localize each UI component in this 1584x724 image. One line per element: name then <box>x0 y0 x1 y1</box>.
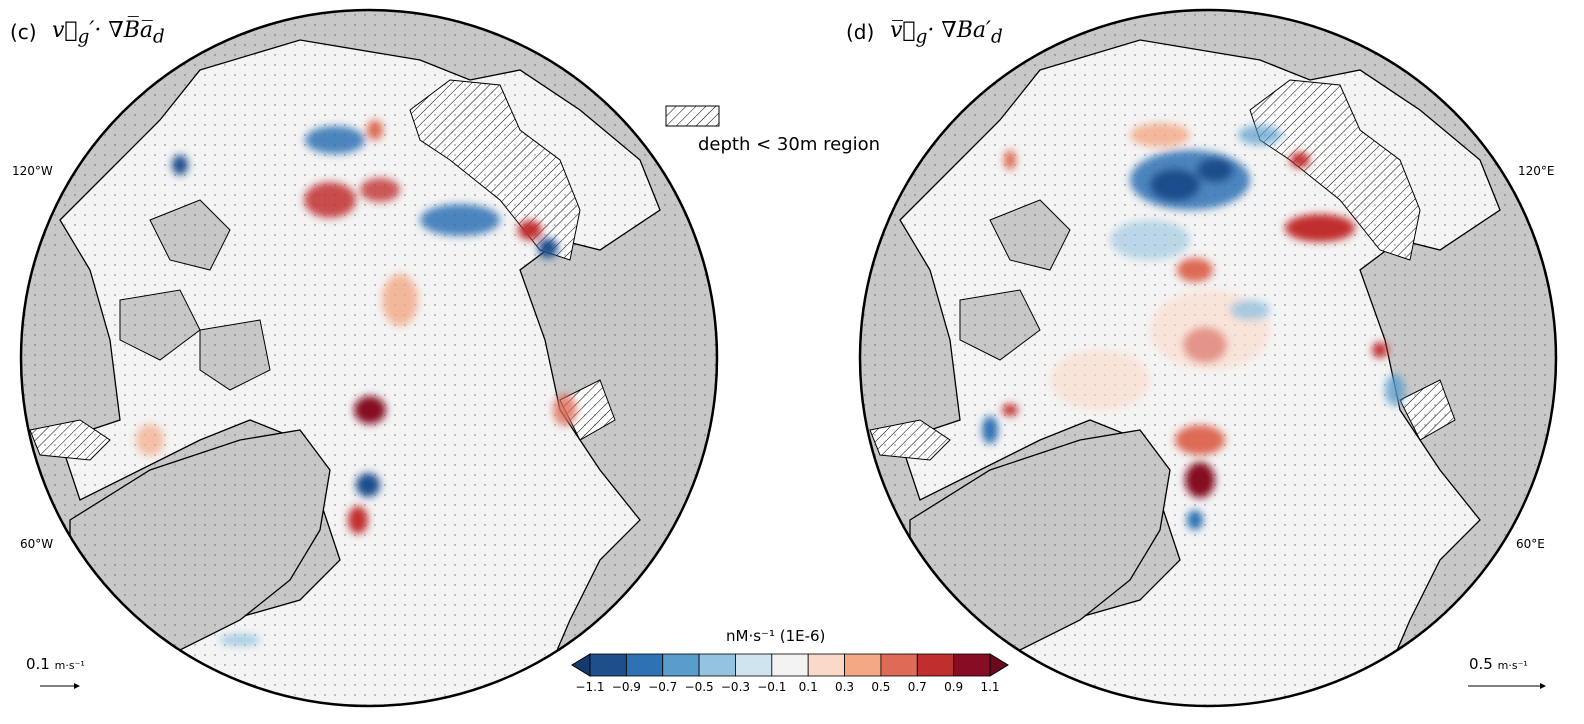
scale-unit-c: m·s⁻¹ <box>54 659 85 672</box>
colorbar-extend-low <box>571 653 591 677</box>
colorbar-segment <box>735 653 773 677</box>
map-panel-d <box>860 10 1556 706</box>
colorbar-segment <box>771 653 809 677</box>
map-panel-c <box>21 10 717 706</box>
scale-arrow-d <box>1468 683 1546 689</box>
scale-arrow-c <box>40 683 80 689</box>
colorbar: −1.1 −0.9 −0.7 −0.5 −0.3 −0.1 0.1 0.3 0.5 0.7 0.9 1… <box>571 653 1009 694</box>
colorbar-tick-label: 1.1 <box>980 680 999 694</box>
colorbar-tick-label: 0.3 <box>835 680 854 694</box>
colorbar-segment <box>916 653 955 677</box>
colorbar-title: nM·s⁻¹ (1E-6) <box>726 627 826 645</box>
colorbar-segment <box>662 653 700 677</box>
colorbar-tick-label: −0.1 <box>757 680 786 694</box>
map-boundary-c <box>19 8 719 708</box>
colorbar-tick-label: −0.5 <box>685 680 714 694</box>
colorbar-segment <box>844 653 882 677</box>
hatch-legend-label: depth < 30m region <box>698 134 881 155</box>
colorbar-segment <box>625 653 664 677</box>
panel-d-label: (d) <box>846 20 875 44</box>
scale-label-d: 0.5 m·s⁻¹ <box>1469 655 1528 673</box>
scale-value-c: 0.1 <box>26 655 50 673</box>
colorbar-tick-label: 0.7 <box>908 680 927 694</box>
panel-c-label: (c) <box>10 20 37 44</box>
colorbar-tick-label: 0.5 <box>871 680 890 694</box>
map-boundary-d <box>858 8 1558 708</box>
colorbar-segment <box>880 653 918 677</box>
colorbar-tick-label: −0.7 <box>648 680 677 694</box>
colorbar-segment <box>953 653 991 677</box>
colorbar-segment <box>698 653 736 677</box>
colorbar-tick-label: −0.3 <box>721 680 750 694</box>
colorbar-segment <box>807 653 845 677</box>
colorbar-tick-label: 0.9 <box>944 680 963 694</box>
lon-label-120w: 120°W <box>12 164 53 178</box>
colorbar-tick-label: 0.1 <box>799 680 818 694</box>
scale-label-c: 0.1 m·s⁻¹ <box>26 655 85 673</box>
scale-value-d: 0.5 <box>1469 655 1493 673</box>
lon-label-60w: 60°W <box>20 537 54 551</box>
lon-label-60e: 60°E <box>1516 537 1545 551</box>
panel-c-title: v⃗g′· ∇B̅a̅d <box>52 18 165 48</box>
hatch-legend-swatch <box>665 105 720 127</box>
colorbar-tick-label: −0.9 <box>612 680 641 694</box>
colorbar-extend-high <box>989 653 1009 677</box>
scale-unit-d: m·s⁻¹ <box>1497 659 1528 672</box>
anomaly-field-d <box>982 123 1405 530</box>
anomaly-field-c <box>136 120 577 646</box>
colorbar-segment <box>589 653 627 677</box>
colorbar-tick-label: −1.1 <box>575 680 604 694</box>
panel-d-title: v̅⃗g· ∇Ba′d <box>890 18 1003 48</box>
lon-label-120e: 120°E <box>1518 164 1555 178</box>
